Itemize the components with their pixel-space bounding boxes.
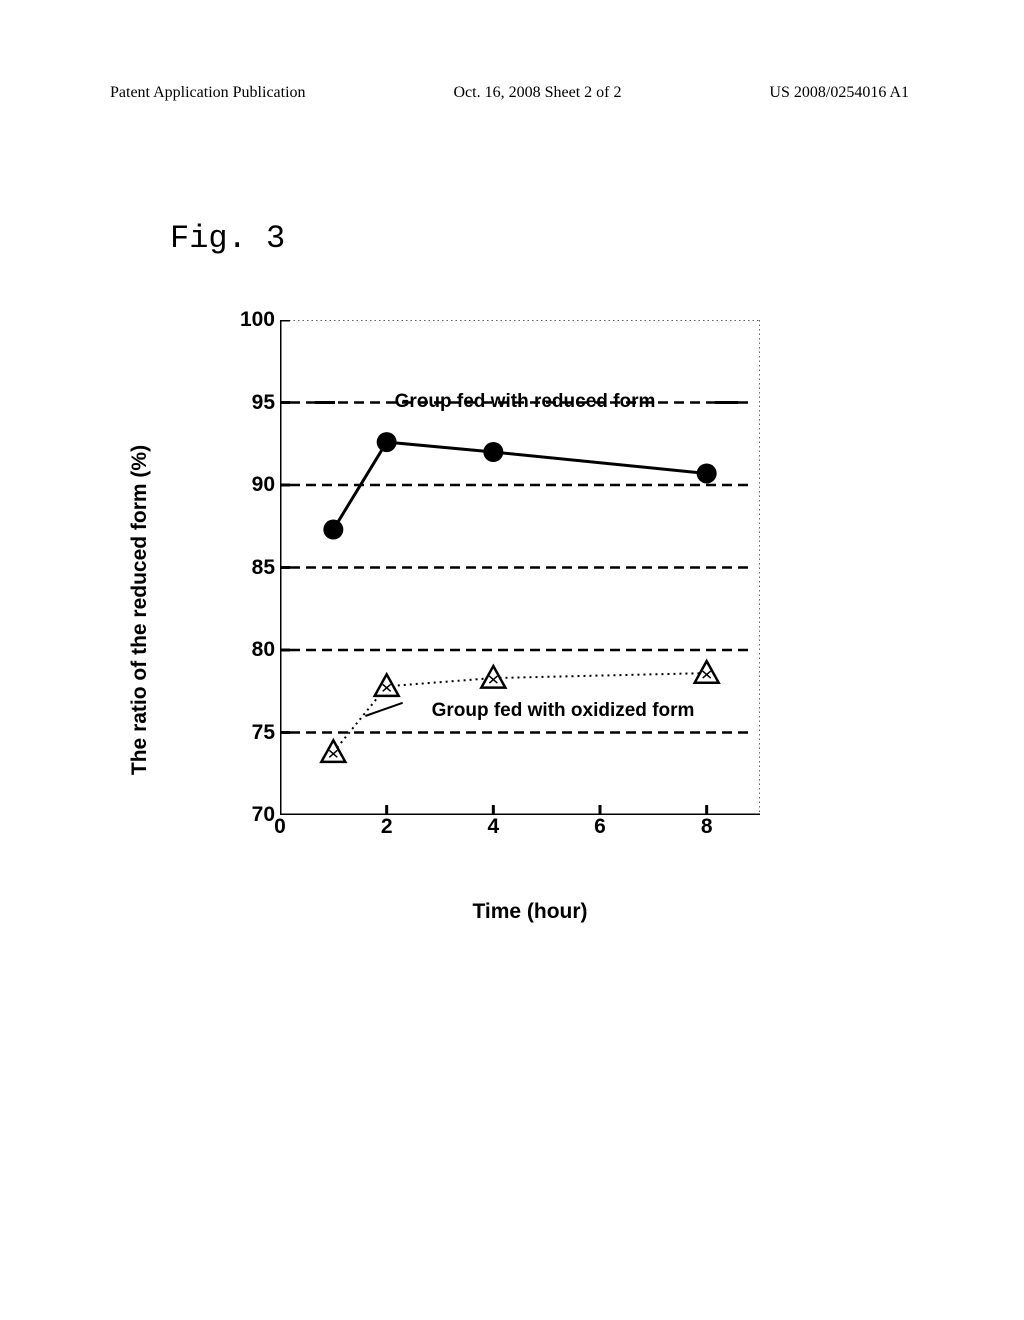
- header-center: Oct. 16, 2008 Sheet 2 of 2: [453, 84, 621, 102]
- figure-label: Fig. 3: [170, 220, 285, 257]
- y-axis-label: The ratio of the reduced form (%): [128, 445, 152, 775]
- ytick-100: 100: [240, 308, 275, 332]
- xtick-2: 2: [381, 815, 393, 839]
- xtick-8: 8: [701, 815, 713, 839]
- page-header: Patent Application Publication Oct. 16, …: [0, 84, 1024, 102]
- ytick-80: 80: [252, 638, 275, 662]
- ytick-70: 70: [252, 803, 275, 827]
- xtick-6: 6: [594, 815, 606, 839]
- x-axis-label: Time (hour): [472, 900, 587, 924]
- series-label-oxidized: Group fed with oxidized form: [432, 700, 695, 722]
- series-label-reduced: Group fed with reduced form: [395, 391, 656, 413]
- ytick-75: 75: [252, 721, 275, 745]
- chart-container: The ratio of the reduced form (%) Time (…: [150, 310, 770, 910]
- header-left: Patent Application Publication: [110, 84, 306, 102]
- ytick-85: 85: [252, 556, 275, 580]
- header-right: US 2008/0254016 A1: [769, 84, 909, 102]
- ytick-90: 90: [252, 473, 275, 497]
- xtick-4: 4: [487, 815, 499, 839]
- ytick-95: 95: [252, 391, 275, 415]
- xtick-0: 0: [274, 815, 286, 839]
